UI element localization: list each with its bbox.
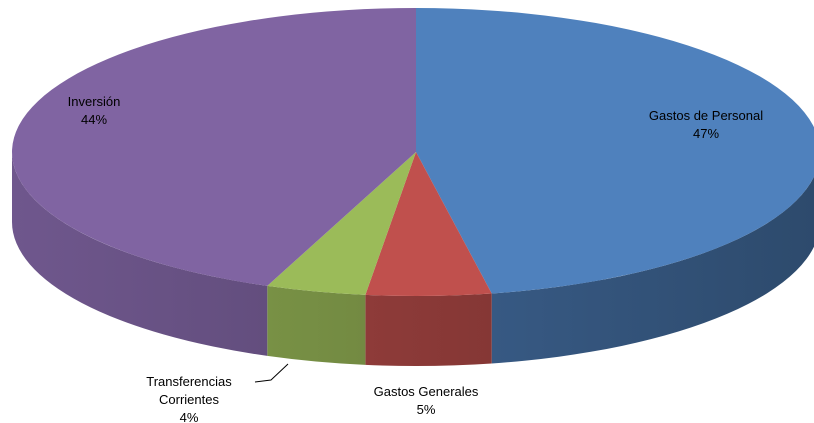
- pie-slice-inversion: [11, 7, 417, 286]
- data-label-gastos-de-personal-name: Gastos de Personal: [649, 108, 763, 123]
- pie-side-faces: [12, 152, 814, 366]
- pie-slice-gastos-de-personal: [416, 8, 814, 294]
- leader-line-transferencias-corrientes: [254, 363, 289, 383]
- data-label-inversion-percent: 44%: [81, 112, 107, 127]
- data-labels: Gastos de Personal 47% Gastos Generales 5% T…: [68, 94, 764, 423]
- pie-slice-transferencias-corrientes: [267, 152, 416, 295]
- pie-side-gastos-de-personal: [491, 176, 814, 364]
- data-label-transferencias-corrientes-name: Corrientes: [159, 392, 219, 407]
- data-label-gastos-generales-percent: 5%: [417, 402, 436, 417]
- pie-side-gastos-generales: [365, 293, 492, 366]
- data-label-gastos-generales-name: Gastos Generales: [374, 384, 479, 399]
- pie-side-inversion: [12, 152, 268, 356]
- data-label-transferencias-corrientes-name: Transferencias: [146, 374, 232, 389]
- leader-lines: [254, 363, 289, 383]
- pie-top-faces: [11, 7, 814, 296]
- data-label-gastos-de-personal-percent: 47%: [693, 126, 719, 141]
- data-label-inversion-name: Inversión: [68, 94, 121, 109]
- pie-side-transferencias-corrientes: [267, 285, 366, 365]
- pie-slice-gastos-generales: [365, 152, 492, 296]
- data-label-transferencias-corrientes-percent: 4%: [180, 410, 199, 423]
